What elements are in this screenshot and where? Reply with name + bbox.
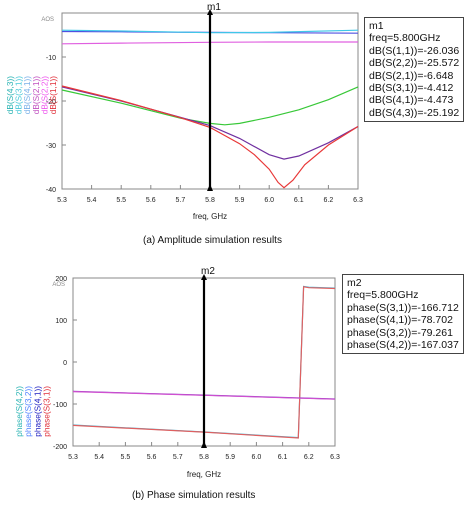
legend-label: dB(S(3,1)) bbox=[14, 76, 24, 115]
x-tick-label: 6.2 bbox=[324, 197, 334, 204]
marker-arrow-bottom bbox=[207, 184, 213, 191]
x-tick-label: 5.9 bbox=[225, 454, 235, 461]
readout-line: dB(S(2,1))=-6.648 bbox=[369, 69, 454, 82]
phase-caption: (b) Phase simulation results bbox=[132, 490, 256, 501]
y-tick-label: -10 bbox=[46, 55, 56, 62]
marker-label: m1 bbox=[207, 2, 221, 13]
legend-label: dB(S(2,1)) bbox=[31, 76, 41, 115]
readout-line: phase(S(3,1))=-166.712 bbox=[347, 301, 459, 314]
x-tick-label: 5.3 bbox=[68, 454, 78, 461]
y-tick-label: -30 bbox=[46, 143, 56, 150]
x-tick-label: 5.7 bbox=[173, 454, 183, 461]
x-tick-label: 6.0 bbox=[264, 197, 274, 204]
x-tick-label: 6.3 bbox=[330, 454, 340, 461]
readout-line: dB(S(3,1))=-4.412 bbox=[369, 82, 454, 95]
marker-m2-readout: m2 freq=5.800GHz phase(S(3,1))=-166.712 pha… bbox=[342, 274, 464, 355]
x-tick-label: 6.2 bbox=[304, 454, 314, 461]
y-top-label: AOS bbox=[52, 282, 65, 288]
y-top-label: AOS bbox=[41, 17, 54, 23]
x-tick-label: 5.6 bbox=[147, 454, 157, 461]
x-tick-label: 6.3 bbox=[353, 197, 363, 204]
legend-label: phase(S(4,1)) bbox=[32, 386, 42, 437]
x-tick-label: 6.1 bbox=[278, 454, 288, 461]
y-tick-label: 200 bbox=[55, 276, 67, 283]
legend-label: phase(S(3,2)) bbox=[23, 386, 33, 437]
y-tick-label: 100 bbox=[55, 318, 67, 325]
x-tick-label: 5.9 bbox=[235, 197, 245, 204]
x-tick-label: 5.8 bbox=[205, 197, 215, 204]
y-tick-label: -20 bbox=[46, 99, 56, 106]
amplitude-chart: AOS -10 -20 -30 -405.3 5.4 5.5 5.6 5.7 5.8 5.9 6.0 6… bbox=[5, 2, 363, 221]
y-tick-label: -40 bbox=[46, 187, 56, 194]
marker-arrow-top bbox=[201, 274, 207, 280]
x-tick-label: 6.0 bbox=[252, 454, 262, 461]
readout-line: dB(S(2,2))=-25.572 bbox=[369, 57, 460, 70]
x-axis-label: freq, GHz bbox=[187, 470, 221, 479]
marker-label: m2 bbox=[201, 266, 215, 277]
marker-m1-readout: m1 freq=5.800GHz dB(S(1,1))=-26.036 dB(S(2,… bbox=[364, 17, 465, 123]
amplitude-caption: (a) Amplitude simulation results bbox=[143, 235, 282, 246]
readout-line: freq=5.800GHz bbox=[347, 289, 419, 302]
x-tick-label: 5.6 bbox=[146, 197, 156, 204]
readout-line: dB(S(4,1))=-4.473 bbox=[369, 94, 454, 107]
marker-arrow-top bbox=[207, 9, 213, 15]
readout-line: phase(S(4,2))=-167.037 bbox=[347, 339, 459, 352]
y-tick-label: 0 bbox=[63, 360, 67, 367]
marker-arrow-bottom bbox=[201, 441, 207, 448]
x-tick-label: 5.8 bbox=[199, 454, 209, 461]
x-tick-label: 6.1 bbox=[294, 197, 304, 204]
legend-label: dB(S(4,1)) bbox=[22, 76, 32, 115]
x-tick-label: 5.4 bbox=[94, 454, 104, 461]
readout-line: freq=5.800GHz bbox=[369, 32, 441, 45]
readout-line: dB(S(4,3))=-25.192 bbox=[369, 106, 460, 119]
x-tick-label: 5.5 bbox=[121, 454, 131, 461]
y-tick-label: -100 bbox=[53, 402, 67, 409]
series-line bbox=[72, 286, 336, 439]
legend-label: dB(S(1,1)) bbox=[48, 76, 58, 115]
y-tick-label: -200 bbox=[53, 444, 67, 451]
readout-line: dB(S(1,1))=-26.036 bbox=[369, 44, 460, 57]
x-tick-label: 5.5 bbox=[116, 197, 126, 204]
legend-label: dB(S(4,3)) bbox=[5, 76, 15, 115]
readout-line: m1 bbox=[369, 20, 384, 32]
readout-line: phase(S(4,1))=-78.702 bbox=[347, 314, 453, 327]
readout-line: phase(S(3,2))=-79.261 bbox=[347, 326, 453, 339]
legend-label: phase(S(3,1)) bbox=[42, 386, 52, 437]
series-line bbox=[61, 86, 359, 126]
x-tick-label: 5.3 bbox=[57, 197, 67, 204]
readout-line: m2 bbox=[347, 277, 362, 289]
legend-label: dB(S(2,2)) bbox=[39, 76, 49, 115]
x-tick-label: 5.4 bbox=[87, 197, 97, 204]
x-tick-label: 5.7 bbox=[176, 197, 186, 204]
series-line bbox=[61, 85, 359, 189]
legend-label: phase(S(4,2)) bbox=[14, 386, 24, 437]
x-axis-label: freq, GHz bbox=[193, 212, 227, 221]
